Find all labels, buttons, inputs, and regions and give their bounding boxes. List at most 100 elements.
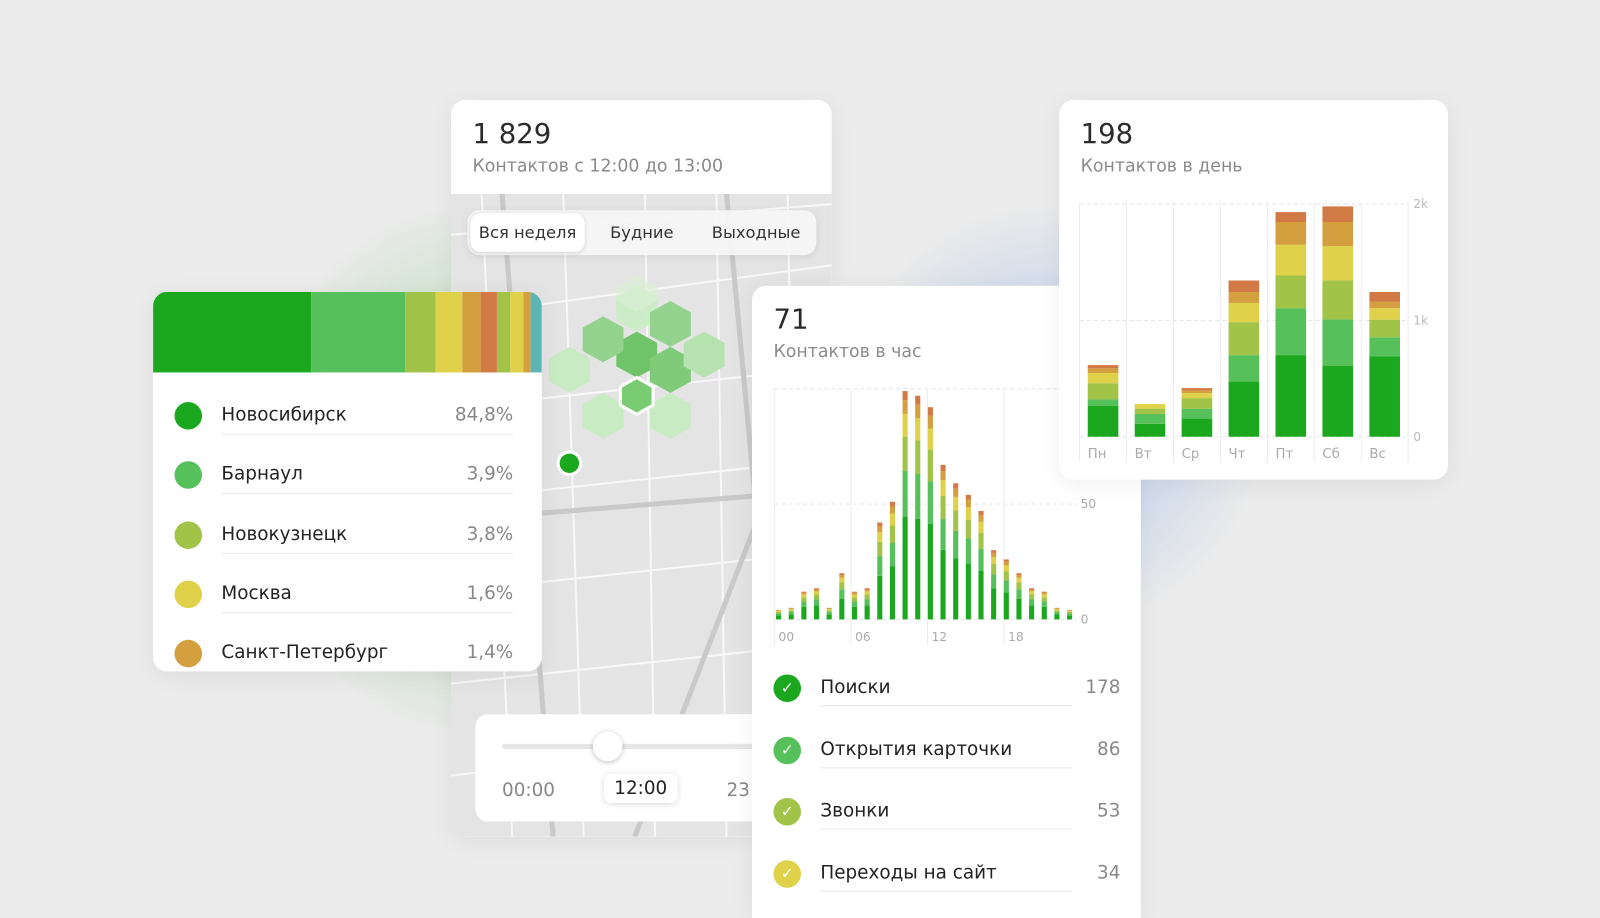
daily-bar-segment bbox=[1088, 399, 1119, 406]
strip-segment bbox=[497, 292, 510, 373]
hourly-bar-segment bbox=[827, 609, 832, 610]
hourly-bar-segment bbox=[1054, 608, 1059, 609]
hourly-bar-segment bbox=[1016, 599, 1021, 620]
divider bbox=[820, 890, 1072, 891]
y-tick-label: 50 bbox=[1081, 497, 1097, 511]
city-row[interactable]: Новокузнецк 3,8% bbox=[153, 507, 542, 566]
slider-selected-time: 12:00 bbox=[604, 773, 677, 803]
hourly-bar-segment bbox=[801, 601, 806, 607]
slider-end-label: 23 bbox=[727, 780, 750, 801]
check-icon[interactable]: ✓ bbox=[773, 736, 801, 764]
hourly-bar-segment bbox=[801, 594, 806, 597]
hourly-bar-segment bbox=[1004, 562, 1009, 566]
hourly-bar-segment bbox=[991, 553, 996, 557]
hourly-bar-segment bbox=[1042, 601, 1047, 607]
city-name: Санкт-Петербург bbox=[221, 642, 388, 663]
divider bbox=[820, 767, 1072, 768]
tab-whole-week[interactable]: Вся неделя bbox=[470, 213, 584, 252]
hourly-bar-segment bbox=[789, 612, 794, 614]
hourly-bar-segment bbox=[915, 396, 920, 405]
hourly-bar-segment bbox=[789, 614, 794, 619]
hourly-bar-segment bbox=[1029, 591, 1034, 594]
y-tick-label: 1k bbox=[1413, 313, 1429, 327]
hourly-bar-segment bbox=[928, 524, 933, 619]
hourly-bar-segment bbox=[814, 605, 819, 619]
check-icon[interactable]: ✓ bbox=[773, 798, 801, 826]
hourly-bar-segment bbox=[941, 465, 946, 471]
city-name: Новокузнецк bbox=[221, 523, 347, 544]
hourly-bar-segment bbox=[978, 571, 983, 620]
daily-bar-segment bbox=[1088, 368, 1119, 373]
city-name: Новосибирск bbox=[221, 404, 346, 425]
period-tabs: Вся неделя Будние Выходные bbox=[467, 210, 816, 255]
hourly-bar-segment bbox=[789, 608, 794, 609]
hourly-bar-segment bbox=[877, 532, 882, 542]
tab-weekdays[interactable]: Будние bbox=[585, 213, 699, 252]
daily-bar-segment bbox=[1135, 409, 1166, 414]
slider-start-label: 00:00 bbox=[502, 780, 555, 801]
hourly-bar-segment bbox=[1042, 593, 1047, 595]
hourly-bar-segment bbox=[1004, 565, 1009, 571]
hourly-bar-segment bbox=[991, 550, 996, 553]
daily-bar-segment bbox=[1229, 382, 1260, 437]
hourly-bar-segment bbox=[1029, 605, 1034, 619]
hourly-bar-segment bbox=[839, 578, 844, 583]
strip-segment bbox=[530, 292, 542, 373]
hourly-bar-segment bbox=[852, 597, 857, 601]
hourly-bar-segment bbox=[1042, 594, 1047, 597]
hourly-bar-segment bbox=[941, 480, 946, 495]
check-icon[interactable]: ✓ bbox=[773, 860, 801, 888]
slider-thumb[interactable] bbox=[593, 732, 623, 762]
hourly-bar-segment bbox=[903, 391, 908, 400]
location-marker[interactable] bbox=[558, 452, 580, 474]
hourly-bar-segment bbox=[1004, 559, 1009, 561]
hourly-bar-segment bbox=[877, 523, 882, 527]
strip-segment bbox=[153, 292, 311, 373]
daily-bar-segment bbox=[1322, 280, 1353, 319]
y-tick-label: 2k bbox=[1413, 197, 1429, 211]
hourly-bar-segment bbox=[877, 542, 882, 557]
x-tick-label: 18 bbox=[1008, 630, 1024, 644]
city-share: 3,8% bbox=[467, 523, 514, 544]
hourly-bar-segment bbox=[865, 588, 870, 589]
hourly-bar-segment bbox=[852, 593, 857, 595]
hourly-bar-segment bbox=[1004, 592, 1009, 619]
hourly-bar-segment bbox=[789, 609, 794, 610]
x-tick-label: Ср bbox=[1182, 447, 1200, 462]
strip-segment bbox=[405, 292, 436, 373]
hourly-bar-segment bbox=[915, 405, 920, 418]
hourly-bar-segment bbox=[1016, 573, 1021, 575]
hourly-bar-segment bbox=[776, 611, 781, 612]
action-name: Звонки bbox=[820, 800, 889, 821]
hourly-bar-segment bbox=[865, 605, 870, 619]
city-color-dot bbox=[174, 462, 202, 490]
action-count: 34 bbox=[1097, 862, 1120, 883]
hourly-bar-segment bbox=[1054, 612, 1059, 614]
hourly-bar-segment bbox=[890, 502, 895, 507]
tab-weekends[interactable]: Выходные bbox=[699, 213, 813, 252]
divider bbox=[221, 434, 513, 435]
x-tick-label: Пт bbox=[1276, 447, 1294, 462]
daily-bar-segment bbox=[1276, 308, 1307, 355]
hourly-bar-segment bbox=[1016, 575, 1021, 578]
check-icon[interactable]: ✓ bbox=[773, 674, 801, 702]
hourly-bar-segment bbox=[915, 474, 920, 519]
hourly-bar-segment bbox=[865, 589, 870, 591]
hourly-bar-segment bbox=[991, 588, 996, 619]
hourly-bar-segment bbox=[814, 599, 819, 605]
hourly-bar-segment bbox=[915, 440, 920, 474]
x-tick-label: Чт bbox=[1229, 447, 1246, 462]
hourly-bar-segment bbox=[928, 416, 933, 429]
contacts-caption: Контактов с 12:00 до 13:00 bbox=[472, 156, 810, 176]
daily-bar-segment bbox=[1182, 409, 1213, 419]
hourly-bar-segment bbox=[890, 514, 895, 526]
